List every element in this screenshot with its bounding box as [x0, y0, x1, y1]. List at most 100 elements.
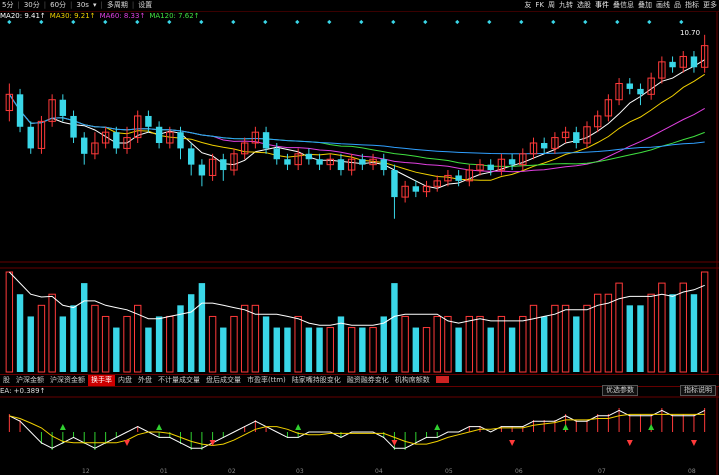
- volume-bar: [626, 305, 633, 372]
- event-marker-icon: [615, 19, 620, 25]
- volume-bar: [59, 316, 67, 372]
- toolbar-item-overlay-info[interactable]: 叠信息: [613, 1, 634, 9]
- volume-bar: [637, 305, 644, 372]
- volume-bar: [604, 293, 613, 373]
- multi-period-button[interactable]: 多周期: [106, 1, 128, 9]
- tab-outer-volume[interactable]: 外盘: [138, 376, 152, 384]
- tab-non-counted-volume[interactable]: 不计量成交量: [158, 376, 200, 384]
- candle-body: [422, 185, 431, 193]
- candle-body: [16, 94, 24, 127]
- volume-bar: [251, 304, 260, 373]
- volume-bar: [81, 283, 88, 372]
- chevron-down-icon[interactable]: ▾: [92, 1, 97, 9]
- volume-bar: [444, 315, 452, 373]
- volume-bar: [497, 315, 506, 373]
- oscillator-line: [9, 409, 705, 449]
- tab-inner-volume[interactable]: 内盘: [118, 376, 132, 384]
- candle-body: [220, 159, 227, 171]
- tab-after-hours-volume[interactable]: 盘后成交量: [206, 376, 241, 384]
- event-marker-icon: [7, 19, 12, 25]
- event-marker-icon: [39, 19, 44, 25]
- sell-arrow-icon: [124, 440, 131, 446]
- tab-hs-capital[interactable]: 沪深资金额: [50, 376, 85, 384]
- candle-body: [561, 131, 570, 139]
- toolbar-item-you[interactable]: 友: [524, 1, 532, 9]
- toolbar-item-fk[interactable]: FK: [535, 1, 544, 9]
- buy-arrow-icon: [156, 424, 163, 430]
- high-price-label: 10.70: [680, 29, 701, 37]
- period-60min[interactable]: 60分: [50, 1, 67, 9]
- toolbar-item-stock-pick[interactable]: 选股: [577, 1, 591, 9]
- candle-body: [359, 159, 366, 165]
- time-axis-label: 08: [688, 468, 696, 475]
- volume-bar: [230, 315, 238, 373]
- candle-body: [455, 175, 462, 181]
- toolbar-item-more[interactable]: 更多: [703, 1, 717, 9]
- candle-body: [444, 174, 452, 182]
- settings-button[interactable]: 设置: [138, 1, 153, 9]
- tab-pe-ttm[interactable]: 市盈率(ttm): [247, 376, 286, 384]
- indicator-help-button[interactable]: 指标说明: [680, 385, 716, 396]
- volume-bar: [262, 316, 270, 372]
- tab-add-icon[interactable]: [435, 376, 449, 383]
- volume-bar: [540, 316, 548, 372]
- tab-turnover[interactable]: 换手率: [88, 375, 115, 386]
- volume-bar: [433, 315, 441, 373]
- volume-bar: [391, 283, 398, 372]
- tab-hs-amount[interactable]: 沪深金额: [16, 376, 44, 384]
- period-30min[interactable]: 30分: [23, 1, 40, 9]
- candle-body: [208, 158, 217, 176]
- candle-body: [337, 159, 345, 171]
- period-5min[interactable]: 5分: [2, 1, 14, 9]
- toolbar-item-draw-line[interactable]: 画线: [656, 1, 670, 9]
- period-30s[interactable]: 30s: [76, 1, 89, 9]
- candle-body: [690, 56, 698, 68]
- tab-institution-seats[interactable]: 机构席额数: [394, 376, 430, 384]
- candle-body: [465, 169, 474, 182]
- toolbar-item-overlay[interactable]: 叠加: [638, 1, 652, 9]
- candle-body: [240, 142, 249, 155]
- volume-bar: [113, 327, 120, 372]
- sell-arrow-icon: [509, 440, 516, 446]
- candle-body: [113, 132, 120, 149]
- volume-bar: [465, 315, 474, 373]
- event-marker-icon: [103, 19, 108, 25]
- candle-body: [48, 99, 56, 122]
- tab-lujiazui-holdings[interactable]: 陆家嘴持股变化: [291, 376, 341, 384]
- tab-stock[interactable]: 股: [3, 376, 10, 384]
- volume-ma-line: [8, 271, 705, 326]
- toolbar-item-indicators[interactable]: 指标: [685, 1, 699, 9]
- preferred-params-button[interactable]: 优选参数: [602, 385, 638, 396]
- toolbar-item-pin[interactable]: 品: [674, 1, 681, 9]
- volume-bar: [347, 327, 356, 373]
- candle-body: [101, 131, 110, 144]
- volume-bar: [198, 283, 206, 372]
- volume-bar: [487, 327, 494, 372]
- volume-bar: [658, 282, 666, 373]
- toolbar-item-events[interactable]: 事件: [595, 1, 609, 9]
- volume-bar: [101, 315, 110, 373]
- volume-bar: [690, 294, 698, 372]
- toolbar-item-nine-turn[interactable]: 九转: [559, 1, 573, 9]
- toolbar-item-week[interactable]: 周: [548, 1, 555, 9]
- candle-body: [412, 186, 420, 192]
- indicator-tabbar: 股沪深金额 沪深资金额 换手率 内盘 外盘 不计量成交量 盘后成交量 市盈率(ttm) 陆家嘴持…: [0, 374, 719, 387]
- buy-arrow-icon: [59, 424, 66, 430]
- event-marker-icon: [519, 19, 524, 25]
- volume-bar: [91, 304, 99, 373]
- volume-bar: [647, 293, 655, 373]
- event-marker-icon: [167, 19, 172, 25]
- candle-body: [573, 132, 580, 143]
- volume-bar: [316, 327, 323, 372]
- candle-body: [433, 180, 441, 187]
- volume-bar: [369, 327, 377, 373]
- candle-body: [658, 61, 666, 79]
- candle-body: [284, 159, 291, 165]
- tab-margin-change[interactable]: 融资融券变化: [346, 376, 389, 384]
- volume-bar: [700, 271, 709, 373]
- candle-body: [198, 164, 206, 176]
- candle-body: [391, 170, 398, 198]
- volume-bar: [615, 282, 623, 373]
- volume-bar: [422, 327, 431, 373]
